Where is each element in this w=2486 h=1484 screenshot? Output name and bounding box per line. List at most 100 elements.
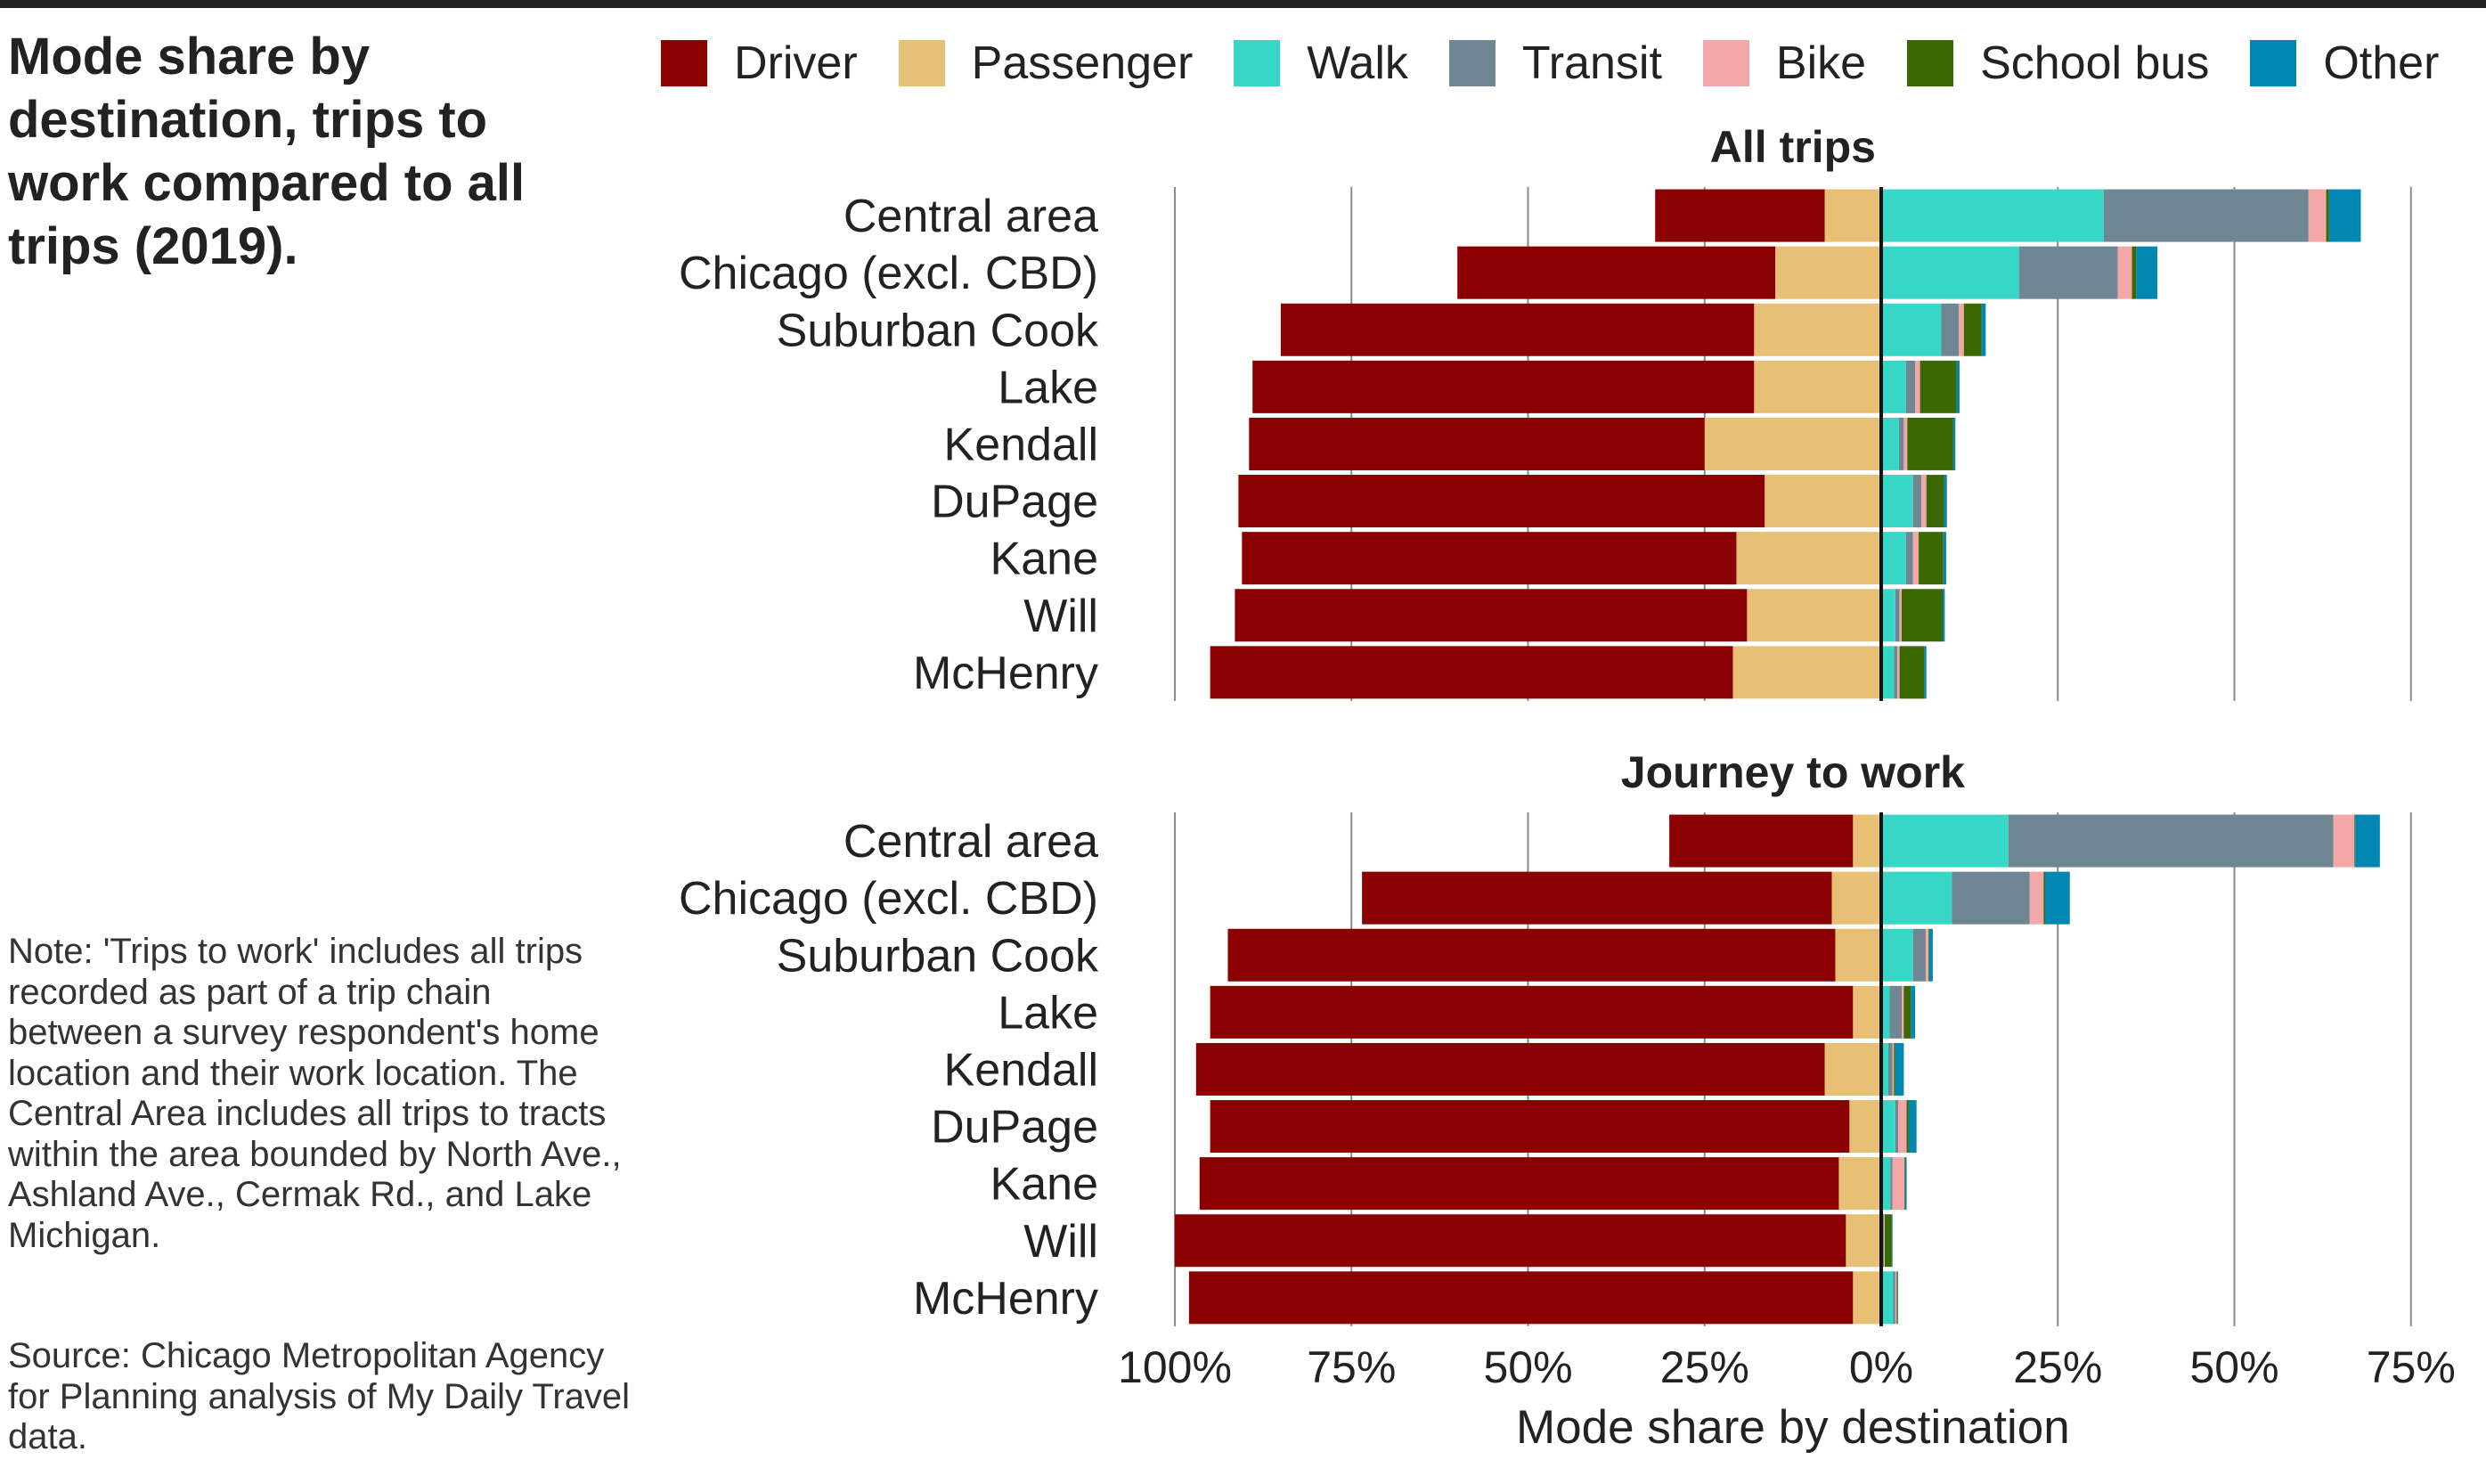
bar-journey-to-work-central-area-bike — [2333, 814, 2355, 868]
bar-journey-to-work-lake-walk — [1881, 985, 1890, 1039]
bar-all-trips-dupage-bike — [1921, 475, 1927, 528]
bar-all-trips-kendall-transit — [1898, 417, 1904, 470]
bar-journey-to-work-suburban-cook-passenger — [1835, 928, 1881, 982]
panel-all-trips: All trips Central area Chicago (excl. CBD)… — [679, 122, 2412, 701]
x-tick-label: 75% — [1307, 1342, 1396, 1392]
bar-all-trips-central-area-walk — [1881, 189, 2104, 242]
category-label-mchenry: McHenry — [913, 648, 1098, 699]
legend-label-transit: Transit — [1521, 37, 1662, 89]
bar-journey-to-work-will-school-bus — [1884, 1214, 1892, 1268]
bar-all-trips-central-area-driver — [1655, 189, 1825, 242]
legend-item-passenger: Passenger — [898, 37, 1193, 90]
bar-journey-to-work-central-area-transit — [2008, 814, 2334, 868]
legend-item-transit: Transit — [1448, 37, 1662, 90]
bar-all-trips-kendall-school-bus — [1907, 417, 1953, 470]
bar-all-trips-chicago-excl-cbd-school-bus — [2131, 246, 2137, 299]
bar-journey-to-work-mchenry-walk — [1881, 1271, 1894, 1325]
bar-all-trips-central-area-bike — [2308, 189, 2327, 242]
legend-label-school-bus: School bus — [1980, 37, 2210, 89]
bar-journey-to-work-lake-driver — [1210, 985, 1854, 1039]
category-label-suburban-cook: Suburban Cook — [777, 305, 1099, 356]
bar-journey-to-work-central-area-school-bus — [2354, 814, 2356, 868]
legend-item-walk: Walk — [1234, 37, 1408, 90]
bar-journey-to-work-chicago-excl-cbd-passenger — [1831, 871, 1881, 925]
category-label-kane: Kane — [990, 534, 1098, 585]
bar-journey-to-work-chicago-excl-cbd-transit — [1952, 871, 2030, 925]
bar-all-trips-chicago-excl-cbd-bike — [2117, 246, 2132, 299]
legend-item-bike: Bike — [1702, 37, 1866, 90]
bar-all-trips-kane-other — [1943, 532, 1946, 585]
category-label-kane: Kane — [990, 1159, 1098, 1211]
bar-all-trips-mchenry-other — [1924, 646, 1927, 699]
bar-all-trips-lake-school-bus — [1920, 360, 1957, 413]
bar-journey-to-work-mchenry-bike — [1895, 1271, 1897, 1325]
bar-journey-to-work-lake-school-bus — [1903, 985, 1911, 1039]
bar-all-trips-will-driver — [1235, 589, 1748, 642]
bar-all-trips-mchenry-bike — [1897, 646, 1900, 699]
legend-item-school-bus: School bus — [1907, 37, 2209, 90]
bar-journey-to-work-lake-passenger — [1853, 985, 1881, 1039]
bar-all-trips-kane-walk — [1881, 532, 1906, 585]
bar-all-trips-kendall-walk — [1881, 417, 1899, 470]
bar-all-trips-kane-bike — [1912, 532, 1920, 585]
x-tick-label: 25% — [1660, 1342, 1749, 1392]
bar-journey-to-work-dupage-transit — [1895, 1100, 1899, 1154]
bar-all-trips-suburban-cook-transit — [1941, 303, 1960, 356]
category-label-kendall: Kendall — [944, 1044, 1098, 1096]
bar-journey-to-work-central-area-other — [2355, 814, 2380, 868]
bar-journey-to-work-suburban-cook-school-bus — [1928, 928, 1929, 982]
bar-all-trips-kane-passenger — [1736, 532, 1881, 585]
category-label-kendall: Kendall — [944, 419, 1098, 470]
bar-journey-to-work-chicago-excl-cbd-bike — [2029, 871, 2044, 925]
bar-journey-to-work-mchenry-passenger — [1853, 1271, 1881, 1325]
bar-all-trips-chicago-excl-cbd-other — [2136, 246, 2158, 299]
category-label-chicago-excl-cbd: Chicago (excl. CBD) — [679, 248, 1098, 299]
bar-all-trips-kendall-bike — [1903, 417, 1908, 470]
bar-all-trips-will-school-bus — [1901, 589, 1943, 642]
bar-all-trips-chicago-excl-cbd-driver — [1457, 246, 1776, 299]
bar-all-trips-dupage-transit — [1912, 475, 1922, 528]
bar-all-trips-lake-bike — [1915, 360, 1920, 413]
bar-journey-to-work-dupage-passenger — [1849, 1100, 1881, 1154]
bar-all-trips-will-passenger — [1747, 589, 1881, 642]
bar-all-trips-kane-transit — [1905, 532, 1913, 585]
bar-journey-to-work-will-bike — [1884, 1214, 1885, 1268]
x-tick-label: 25% — [2013, 1342, 2102, 1392]
bar-all-trips-mchenry-transit — [1894, 646, 1898, 699]
bar-journey-to-work-dupage-driver — [1210, 1100, 1850, 1154]
panel-title-journey-to-work: Journey to work — [1621, 747, 1965, 797]
bar-journey-to-work-kendall-school-bus — [1894, 1042, 1895, 1096]
bar-journey-to-work-kane-other — [1904, 1157, 1907, 1211]
bar-all-trips-suburban-cook-driver — [1280, 303, 1755, 356]
category-label-chicago-excl-cbd: Chicago (excl. CBD) — [679, 873, 1098, 925]
bar-journey-to-work-will-passenger — [1846, 1214, 1881, 1268]
bar-journey-to-work-kendall-driver — [1195, 1042, 1825, 1096]
bar-journey-to-work-mchenry-other — [1897, 1271, 1899, 1325]
bar-journey-to-work-mchenry-school-bus — [1896, 1271, 1898, 1325]
bar-all-trips-dupage-driver — [1238, 475, 1765, 528]
bar-journey-to-work-suburban-cook-driver — [1227, 928, 1836, 982]
bar-journey-to-work-suburban-cook-transit — [1912, 928, 1926, 982]
bar-journey-to-work-chicago-excl-cbd-other — [2044, 871, 2070, 925]
legend-item-driver: Driver — [661, 37, 858, 90]
chart-note: Note: 'Trips to work' includes all trips… — [8, 932, 622, 1255]
bar-all-trips-dupage-other — [1944, 475, 1947, 528]
bar-all-trips-mchenry-passenger — [1732, 646, 1881, 699]
x-tick-label: 0% — [1849, 1342, 1913, 1392]
bar-all-trips-will-transit — [1895, 589, 1900, 642]
legend-swatch-other — [2250, 40, 2297, 86]
bar-all-trips-suburban-cook-school-bus — [1963, 303, 1982, 356]
category-label-mchenry: McHenry — [913, 1273, 1098, 1325]
bar-journey-to-work-chicago-excl-cbd-school-bus — [2043, 871, 2045, 925]
bar-all-trips-suburban-cook-other — [1981, 303, 1986, 356]
bar-journey-to-work-central-area-walk — [1881, 814, 2009, 868]
bar-journey-to-work-kendall-passenger — [1824, 1042, 1881, 1096]
bar-all-trips-lake-other — [1956, 360, 1960, 413]
bar-journey-to-work-dupage-bike — [1898, 1100, 1907, 1154]
bar-journey-to-work-lake-other — [1911, 985, 1916, 1039]
legend-item-other: Other — [2250, 37, 2439, 90]
bar-all-trips-chicago-excl-cbd-transit — [2018, 246, 2118, 299]
category-label-dupage: DuPage — [931, 1102, 1098, 1154]
bar-all-trips-chicago-excl-cbd-walk — [1881, 246, 2019, 299]
bar-all-trips-mchenry-school-bus — [1899, 646, 1925, 699]
